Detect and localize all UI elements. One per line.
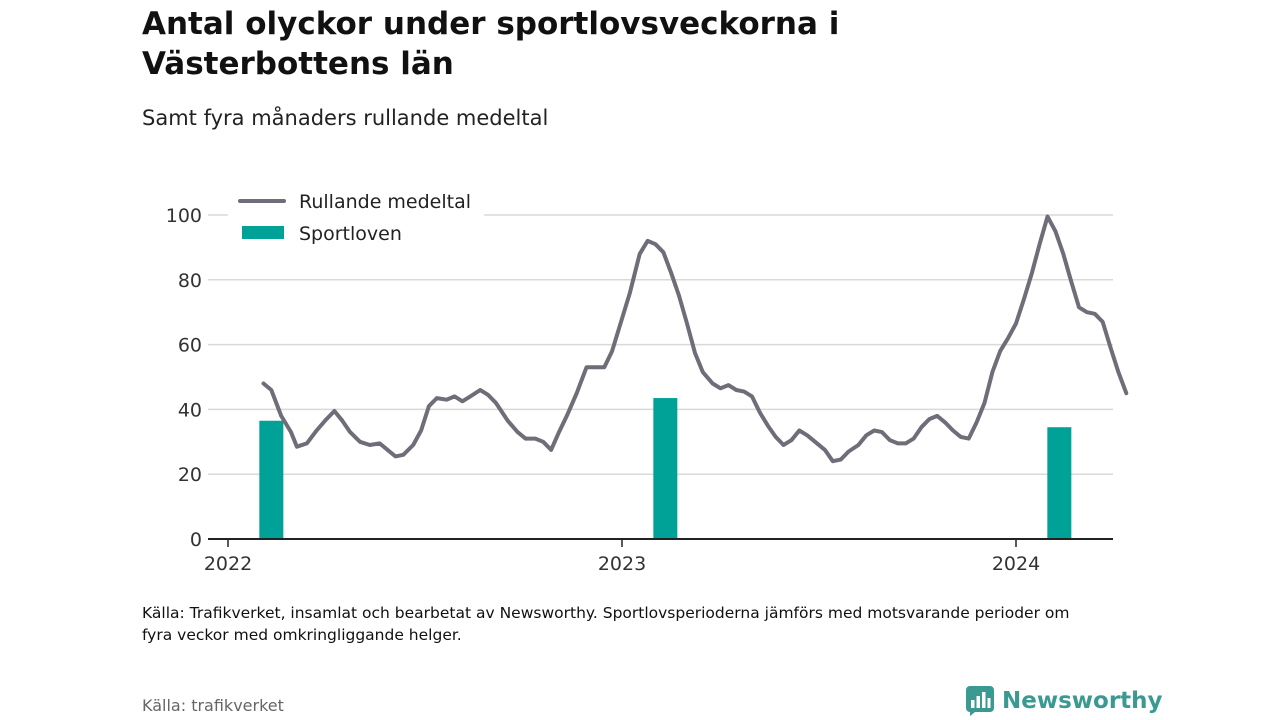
x-tick-label: 2024 (992, 553, 1040, 575)
legend-bar-swatch (242, 226, 284, 239)
bar-sportloven (1047, 427, 1072, 539)
y-tick-label: 60 (178, 335, 202, 357)
y-tick-label: 80 (178, 270, 202, 292)
chart-subtitle: Samt fyra månaders rullande medeltal (142, 106, 549, 130)
brand-name: Newsworthy (1002, 688, 1163, 714)
line-series-rullande-medeltal (261, 214, 1129, 464)
legend-label-bar: Sportloven (299, 223, 402, 245)
y-tick-label: 20 (178, 464, 202, 486)
source-credit: Källa: trafikverket (142, 696, 284, 715)
x-tick-label: 2023 (598, 553, 646, 575)
chart-title: Antal olyckor under sportlovsveckorna i … (142, 6, 840, 82)
bar-sportloven (259, 420, 284, 539)
source-note: Källa: Trafikverket, insamlat och bearbe… (142, 604, 1070, 644)
y-tick-label: 100 (166, 205, 202, 227)
newsworthy-logo-icon (966, 686, 994, 716)
y-axis: 0 20 40 60 80 100 (166, 205, 202, 551)
y-tick-label: 0 (190, 529, 202, 551)
x-tick-label: 2022 (204, 553, 252, 575)
legend-label-line: Rullande medeltal (299, 191, 471, 213)
y-tick-label: 40 (178, 399, 202, 421)
x-axis: 2022 2023 2024 (204, 539, 1040, 575)
legend: Rullande medeltal Sportloven (228, 183, 484, 253)
newsworthy-logo: Newsworthy (966, 686, 1163, 716)
bar-series-sportloven (259, 398, 1072, 539)
bar-sportloven (653, 398, 678, 539)
